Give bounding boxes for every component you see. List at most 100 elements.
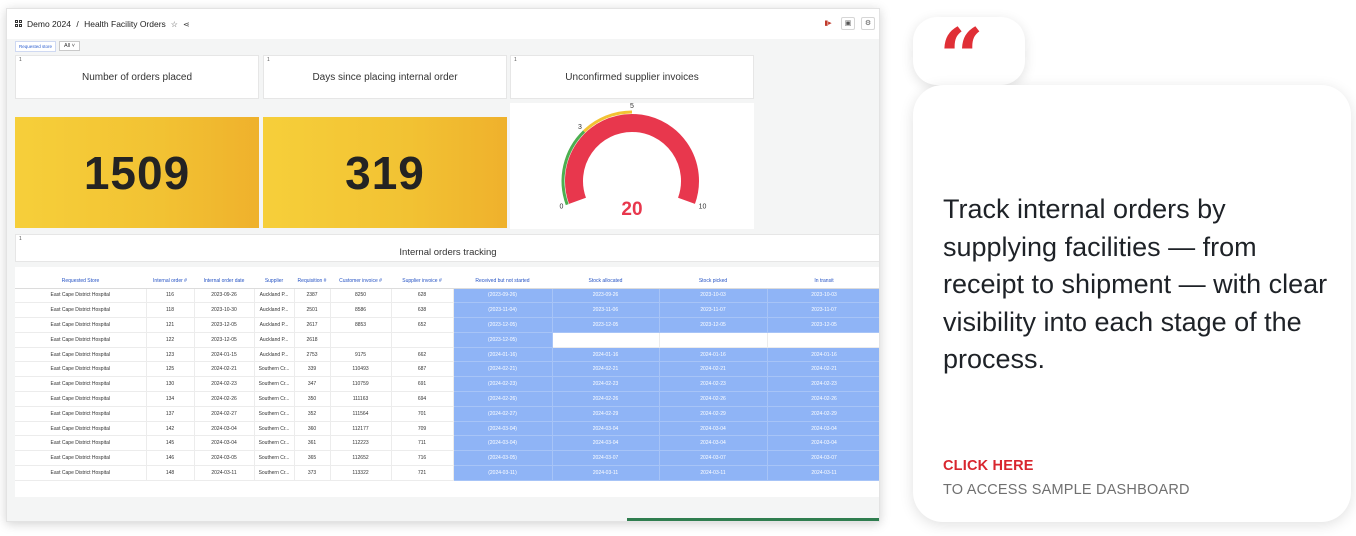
quote-badge: “ (913, 17, 1025, 97)
table-cell: (2024-03-04) (453, 435, 553, 452)
table-cell: East Cape District Hospital (15, 450, 147, 467)
table-cell: 2023-09-26 (194, 288, 255, 304)
requested-store-select[interactable]: All ˅ (59, 41, 80, 51)
table-cell: (2024-02-23) (453, 376, 553, 393)
table-cell: 662 (391, 347, 454, 363)
table-row[interactable]: East Cape District Hospital 148 2024-03-11… (15, 465, 879, 481)
table-cell: 2023-12-05 (194, 317, 255, 333)
breadcrumb-separator: / (76, 19, 79, 29)
star-icon[interactable]: ☆ (170, 19, 178, 29)
table-row[interactable]: East Cape District Hospital 137 2024-02-27… (15, 406, 879, 422)
table-cell: 711 (391, 435, 454, 452)
table-cell: 2023-10-03 (767, 288, 879, 304)
table-cell: 2024-02-29 (552, 406, 660, 422)
table-row[interactable]: East Cape District Hospital 122 2023-12-05… (15, 332, 879, 348)
table-cell: Southern Cr... (254, 391, 295, 407)
gauge-band-mid (583, 110, 633, 133)
table-cell: East Cape District Hospital (15, 465, 147, 481)
column-header[interactable]: Requested Store (15, 275, 146, 289)
table-cell: 347 (294, 376, 331, 393)
table-cell: 2753 (294, 347, 331, 363)
table-cell: 8853 (330, 317, 392, 333)
table-cell: 146 (146, 450, 195, 467)
table-cell: 2024-02-21 (552, 361, 660, 378)
table-cell: 687 (391, 361, 454, 378)
table-cell: 2501 (294, 302, 331, 319)
table-row[interactable]: East Cape District Hospital 118 2023-10-30… (15, 302, 879, 319)
callout-card: Track internal orders by supplying facil… (913, 85, 1351, 522)
table-cell: 122 (146, 332, 195, 348)
table-row[interactable]: East Cape District Hospital 125 2024-02-21… (15, 361, 879, 378)
table-cell: 2024-03-04 (659, 435, 768, 452)
column-header[interactable]: In transit (767, 275, 879, 289)
table-row[interactable]: East Cape District Hospital 145 2024-03-04… (15, 435, 879, 452)
unconfirmed-gauge-card: 0 3 5 10 20 (510, 103, 754, 229)
column-header[interactable]: Customer invoice # (330, 275, 391, 289)
unconfirmed-title-card: 1 Unconfirmed supplier invoices (510, 55, 754, 99)
table-cell: 2024-03-07 (659, 450, 768, 467)
table-row[interactable]: East Cape District Hospital 146 2024-03-05… (15, 450, 879, 467)
column-header[interactable]: Requisition # (294, 275, 330, 289)
table-cell: (2024-02-21) (453, 361, 553, 378)
table-cell: East Cape District Hospital (15, 421, 147, 437)
settings-icon[interactable]: ⚙ (861, 17, 875, 30)
card-index: 1 (19, 236, 22, 242)
table-cell: Southern Cr... (254, 435, 295, 452)
column-header[interactable]: Supplier invoice # (391, 275, 453, 289)
table-cell: 2024-02-23 (659, 376, 768, 393)
scrollbar-strip[interactable] (627, 518, 879, 521)
table-cell: 694 (391, 391, 454, 407)
table-cell: 2024-02-23 (767, 376, 879, 393)
tracking-title: Internal orders tracking (399, 247, 497, 258)
table-row[interactable]: East Cape District Hospital 134 2024-02-26… (15, 391, 879, 407)
table-cell: Auckland P... (254, 347, 295, 363)
table-row[interactable]: East Cape District Hospital 123 2024-01-15… (15, 347, 879, 363)
table-cell: 116 (146, 288, 195, 304)
breadcrumb-workspace[interactable]: Demo 2024 (27, 19, 71, 29)
chart-add-icon[interactable]: ▮▸ (821, 17, 835, 30)
click-here-link[interactable]: CLICK HERE (943, 458, 1034, 474)
table-cell: 360 (294, 421, 331, 437)
table-row[interactable]: East Cape District Hospital 130 2024-02-23… (15, 376, 879, 393)
table-cell: 2024-03-04 (194, 421, 255, 437)
column-header[interactable]: Internal order date (194, 275, 254, 289)
table-cell: 2024-03-04 (659, 421, 768, 437)
days-since-title: Days since placing internal order (312, 72, 458, 83)
table-cell: East Cape District Hospital (15, 435, 147, 452)
share-icon[interactable]: ⋖ (182, 19, 190, 29)
table-cell: 148 (146, 465, 195, 481)
table-row[interactable]: East Cape District Hospital 116 2023-09-26… (15, 288, 879, 304)
table-row[interactable]: East Cape District Hospital 142 2024-03-04… (15, 421, 879, 437)
table-cell (552, 332, 660, 348)
table-header-row: Requested Store Internal order # Internal … (15, 275, 879, 289)
filter-label: Requested store (15, 40, 57, 52)
gauge-tick-label-1: 3 (578, 124, 582, 131)
table-cell: 2024-01-15 (194, 347, 255, 363)
table-cell: Southern Cr... (254, 376, 295, 393)
table-cell: 339 (294, 361, 331, 378)
table-cell: Auckland P... (254, 288, 295, 304)
table-cell: 628 (391, 288, 454, 304)
table-cell: 9175 (330, 347, 392, 363)
table-cell: 2024-03-04 (552, 421, 660, 437)
table-cell: 2024-01-16 (659, 347, 768, 363)
column-header[interactable]: Internal order # (146, 275, 194, 289)
table-cell: 142 (146, 421, 195, 437)
table-row[interactable]: East Cape District Hospital 121 2023-12-05… (15, 317, 879, 333)
table-cell: 2024-02-29 (659, 406, 768, 422)
table-cell: East Cape District Hospital (15, 302, 147, 319)
column-header[interactable]: Received but not started (453, 275, 552, 289)
table-cell: Southern Cr... (254, 450, 295, 467)
table-cell: 112223 (330, 435, 392, 452)
column-header[interactable]: Stock picked (659, 275, 767, 289)
table-cell: 111564 (330, 406, 392, 422)
column-header[interactable]: Stock allocated (552, 275, 659, 289)
column-header[interactable]: Supplier (254, 275, 294, 289)
breadcrumb: Demo 2024 / Health Facility Orders (27, 19, 166, 29)
gauge-tick-label-2: 5 (630, 103, 634, 110)
table-cell: 701 (391, 406, 454, 422)
table-cell: 2024-03-11 (552, 465, 660, 481)
save-icon[interactable]: ▣ (841, 17, 855, 30)
orders-placed-kpi: 1509 (15, 117, 259, 228)
gauge-chart: 0 3 5 10 20 (560, 103, 707, 220)
